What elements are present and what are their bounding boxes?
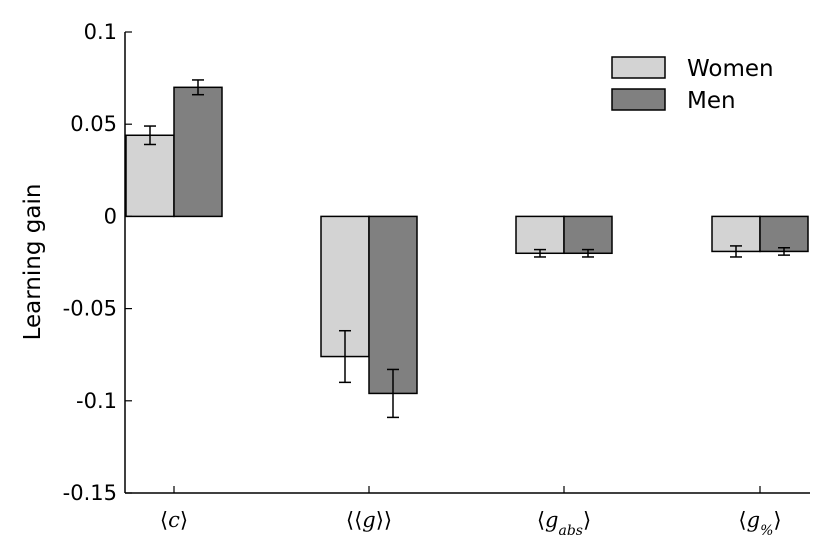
legend-item-men: Men xyxy=(611,88,736,114)
errorbar-women-1 xyxy=(339,329,351,384)
bar-women-0 xyxy=(125,134,175,218)
errorbars-layer xyxy=(144,79,790,419)
errorbar-women-3 xyxy=(730,245,742,258)
errorbar-men-2 xyxy=(582,248,594,258)
bar-men-3 xyxy=(759,215,809,253)
axes-layer xyxy=(124,32,810,494)
legend: Women Men xyxy=(611,56,774,114)
legend-item-women: Women xyxy=(611,56,774,82)
bar-men-1 xyxy=(368,215,418,395)
y-tick-label: -0.1 xyxy=(76,389,117,413)
bars-layer xyxy=(125,86,809,395)
legend-label: Men xyxy=(687,88,736,114)
y-tick-label: -0.05 xyxy=(63,297,117,321)
bar-women-2 xyxy=(515,215,565,255)
errorbar-men-0 xyxy=(192,79,204,96)
legend-swatch xyxy=(611,56,666,79)
y-tick-label: 0.1 xyxy=(84,20,117,44)
errorbar-women-2 xyxy=(534,248,546,258)
legend-swatch xyxy=(611,88,666,111)
x-tick-label: ⟨⟨g⟩⟩ xyxy=(346,508,392,532)
x-tick-label: ⟨g%⟩ xyxy=(738,508,781,539)
y-ticks-layer: 0.1 0.05 0 -0.05 -0.1 -0.15 xyxy=(63,20,132,505)
errorbar-women-0 xyxy=(144,125,156,146)
y-tick-label: -0.15 xyxy=(63,481,117,505)
bar-men-0 xyxy=(173,86,223,218)
legend-label: Women xyxy=(687,56,774,82)
bar-men-2 xyxy=(563,215,613,255)
y-tick-label: 0.05 xyxy=(70,112,117,136)
x-tick-label: ⟨c⟩ xyxy=(160,508,188,532)
x-ticks-layer: ⟨c⟩ ⟨⟨g⟩⟩ ⟨gabs⟩ ⟨g%⟩ xyxy=(160,486,782,539)
errorbar-men-3 xyxy=(778,246,790,256)
y-axis-label: Learning gain xyxy=(20,184,46,341)
y-tick-label: 0 xyxy=(104,204,117,228)
x-tick-label: ⟨gabs⟩ xyxy=(537,508,591,539)
errorbar-men-1 xyxy=(387,368,399,419)
